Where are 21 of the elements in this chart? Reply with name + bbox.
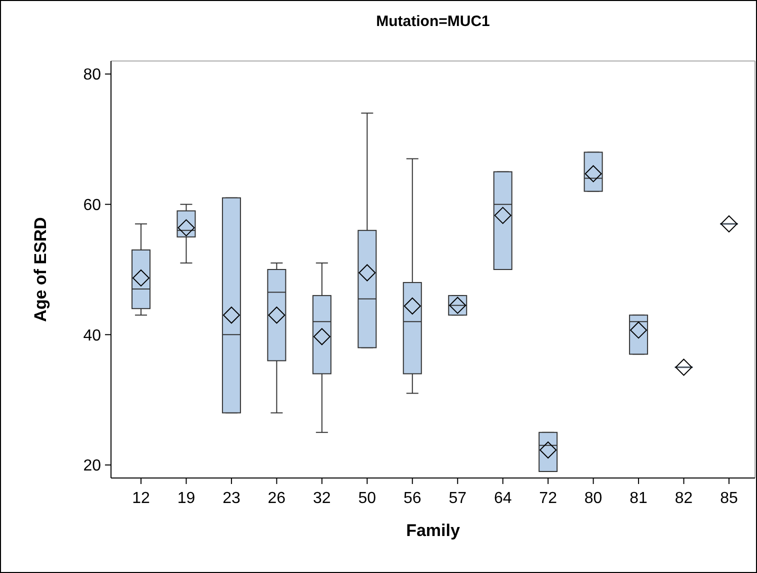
y-tick-label: 60 [83,196,102,214]
x-axis-title: Family [406,521,460,540]
y-tick-label: 80 [83,66,102,84]
x-tick-label: 26 [268,490,286,507]
x-tick-label: 72 [539,490,558,507]
chart-title: Mutation=MUC1 [376,13,490,30]
x-tick-label: 81 [630,490,648,507]
x-tick-label: 64 [494,490,512,507]
x-tick-label: 80 [584,490,602,507]
y-tick-label: 40 [83,327,102,344]
x-tick-label: 23 [222,490,240,507]
x-tick-label: 19 [177,490,196,507]
x-tick-label: 12 [132,490,150,507]
x-tick-label: 50 [358,490,376,507]
x-tick-label: 57 [448,490,467,507]
y-tick-label: 20 [83,458,102,475]
x-tick-label: 82 [674,490,693,507]
x-tick-label: 85 [720,490,738,507]
x-tick-label: 56 [403,490,422,507]
x-tick-label: 32 [313,490,331,507]
y-axis-title: Age of ESRD [31,217,50,322]
